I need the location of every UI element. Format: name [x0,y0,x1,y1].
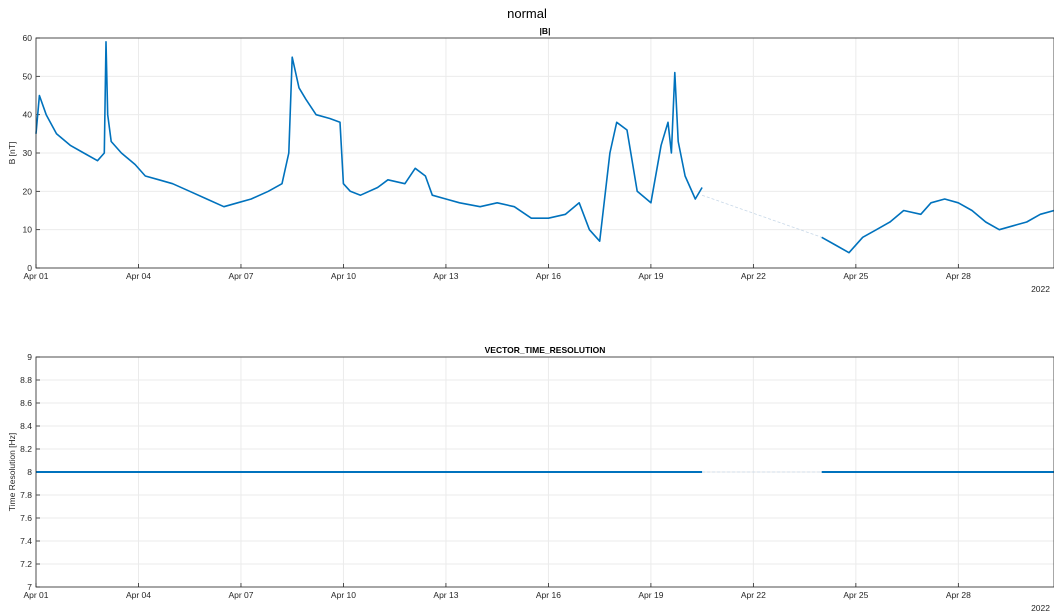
magnitude-ytick-label: 30 [23,148,33,158]
magnitude-series-0-line [35,40,703,242]
figure-title: normal [507,6,547,21]
resolution-xtick-label: Apr 28 [946,590,971,600]
magnitude-ytick-label: 0 [27,263,32,273]
magnitude-ytick-label: 10 [23,225,33,235]
resolution-xtick-label: Apr 07 [228,590,253,600]
magnitude-year-label: 2022 [1031,284,1050,294]
magnitude-xtick-label: Apr 01 [23,271,48,281]
resolution-xtick-label: Apr 10 [331,590,356,600]
magnitude-ytick-label: 50 [23,71,33,81]
magnitude-xtick-label: Apr 25 [843,271,868,281]
resolution-ytick-label: 7.4 [20,536,32,546]
resolution-axes-box [35,356,1054,588]
magnitude-xtick-label: Apr 22 [741,271,766,281]
resolution-ytick-label: 7.8 [20,490,32,500]
resolution-ytick-label: 8.2 [20,444,32,454]
magnitude-ytick-label: 20 [23,186,33,196]
resolution-ytick-label: 8.6 [20,398,32,408]
magnitude-xtick-label: Apr 07 [228,271,253,281]
resolution-title: VECTOR_TIME_RESOLUTION [485,345,606,355]
resolution-ytick-label: 7.2 [20,559,32,569]
magnitude-xtick-label: Apr 28 [946,271,971,281]
resolution-xtick-label: Apr 22 [741,590,766,600]
magnitude-series-2-line [821,198,1054,254]
resolution-ytick-label: 7.6 [20,513,32,523]
magnitude-ytick-label: 40 [23,110,33,120]
magnitude-axes-box [35,37,1054,269]
resolution-xtick-label: Apr 13 [433,590,458,600]
resolution-xtick-label: Apr 19 [638,590,663,600]
resolution-year-label: 2022 [1031,603,1050,613]
resolution-ytick-label: 7 [27,582,32,592]
resolution-ylabel: Time Resolution [Hz] [7,433,17,512]
magnitude-ylabel: B [nT] [7,142,17,165]
resolution-ytick-label: 8 [27,467,32,477]
magnitude-xtick-label: Apr 13 [433,271,458,281]
panel-magnitude: 0 10 20 30 40 50 60 Apr 01 Apr 04 Apr 07 Apr 10 Apr… [7,26,1054,294]
resolution-ytick-label: 8.8 [20,375,32,385]
resolution-ytick-label: 8.4 [20,421,32,431]
panel-time-resolution: 7 7.2 7.4 7.6 7.8 8 8.2 8.4 8.6 8.8 9 Apr 01 Apr 04 A… [7,345,1054,613]
magnitude-xtick-label: Apr 16 [536,271,561,281]
resolution-ytick-label: 9 [27,352,32,362]
resolution-xtick-label: Apr 04 [126,590,151,600]
magnitude-xtick-label: Apr 10 [331,271,356,281]
magnitude-ytick-label: 60 [23,33,33,43]
magnitude-xtick-label: Apr 04 [126,271,151,281]
magnitude-xtick-label: Apr 19 [638,271,663,281]
magnitude-series-1-line [701,194,822,238]
magnitude-title: |B| [540,26,551,36]
resolution-xtick-label: Apr 25 [843,590,868,600]
resolution-xtick-label: Apr 16 [536,590,561,600]
resolution-xtick-label: Apr 01 [23,590,48,600]
